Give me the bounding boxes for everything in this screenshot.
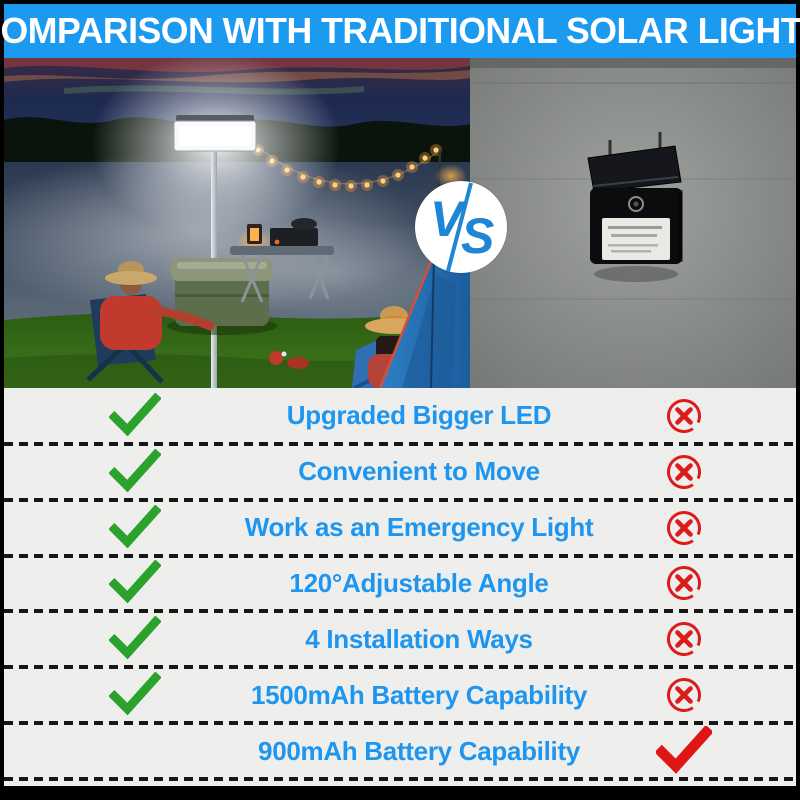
red-check-icon <box>572 726 796 776</box>
camp-gear <box>269 351 309 369</box>
red-circled-cross-icon <box>572 396 796 436</box>
green-check-icon <box>4 392 266 439</box>
feature-label: Work as an Emergency Light <box>244 512 594 543</box>
table-row: Upgraded Bigger LED <box>4 388 796 446</box>
table-row: 120°Adjustable Angle <box>4 556 796 614</box>
label-panel <box>602 218 670 260</box>
feature-label: Upgraded Bigger LED <box>286 400 552 431</box>
green-check-icon <box>4 504 266 551</box>
table-row: Work as an Emergency Light <box>4 500 796 558</box>
feature-label: 900mAh Battery Capability <box>258 735 580 766</box>
red-circled-cross-icon <box>572 452 796 492</box>
traditional-light-photo <box>470 58 796 388</box>
feature-label: 1500mAh Battery Capability <box>250 679 588 710</box>
feature-label: Convenient to Move <box>298 456 540 487</box>
cooler-box <box>167 258 277 335</box>
title-banner: COMPARISON WITH TRADITIONAL SOLAR LIGHTS <box>0 4 800 58</box>
table-row: 1500mAh Battery Capability <box>4 667 796 725</box>
red-circled-cross-icon <box>572 619 796 659</box>
table-row: 4 Installation Ways <box>4 611 796 670</box>
red-circled-cross-icon <box>572 675 796 715</box>
feature-label: 120°Adjustable Angle <box>289 567 549 598</box>
red-circled-cross-icon <box>572 508 796 548</box>
red-circled-cross-icon <box>572 563 796 603</box>
vs-letter-v: V <box>430 191 464 247</box>
green-check-icon <box>4 560 266 606</box>
vs-slash <box>446 182 473 272</box>
solar-wall-light <box>587 132 683 282</box>
comparison-table: Upgraded Bigger LED Convenient to Move W… <box>4 388 796 786</box>
page-title: COMPARISON WITH TRADITIONAL SOLAR LIGHTS <box>0 10 800 51</box>
solar-panel <box>587 145 682 193</box>
table-row: 900mAh Battery Capability <box>4 723 796 781</box>
camp-table <box>230 218 334 303</box>
table-row: Convenient to Move <box>4 444 796 502</box>
green-check-icon <box>4 616 266 662</box>
led-lamp-head <box>173 115 257 152</box>
green-check-icon <box>4 448 266 495</box>
vs-badge: V S <box>415 181 507 273</box>
feature-label: 4 Installation Ways <box>305 623 533 654</box>
tent <box>378 253 470 388</box>
vs-letter-s: S <box>461 208 495 264</box>
camper-man <box>86 261 215 384</box>
green-check-icon <box>4 672 266 718</box>
camping-scene-photo <box>4 58 470 388</box>
